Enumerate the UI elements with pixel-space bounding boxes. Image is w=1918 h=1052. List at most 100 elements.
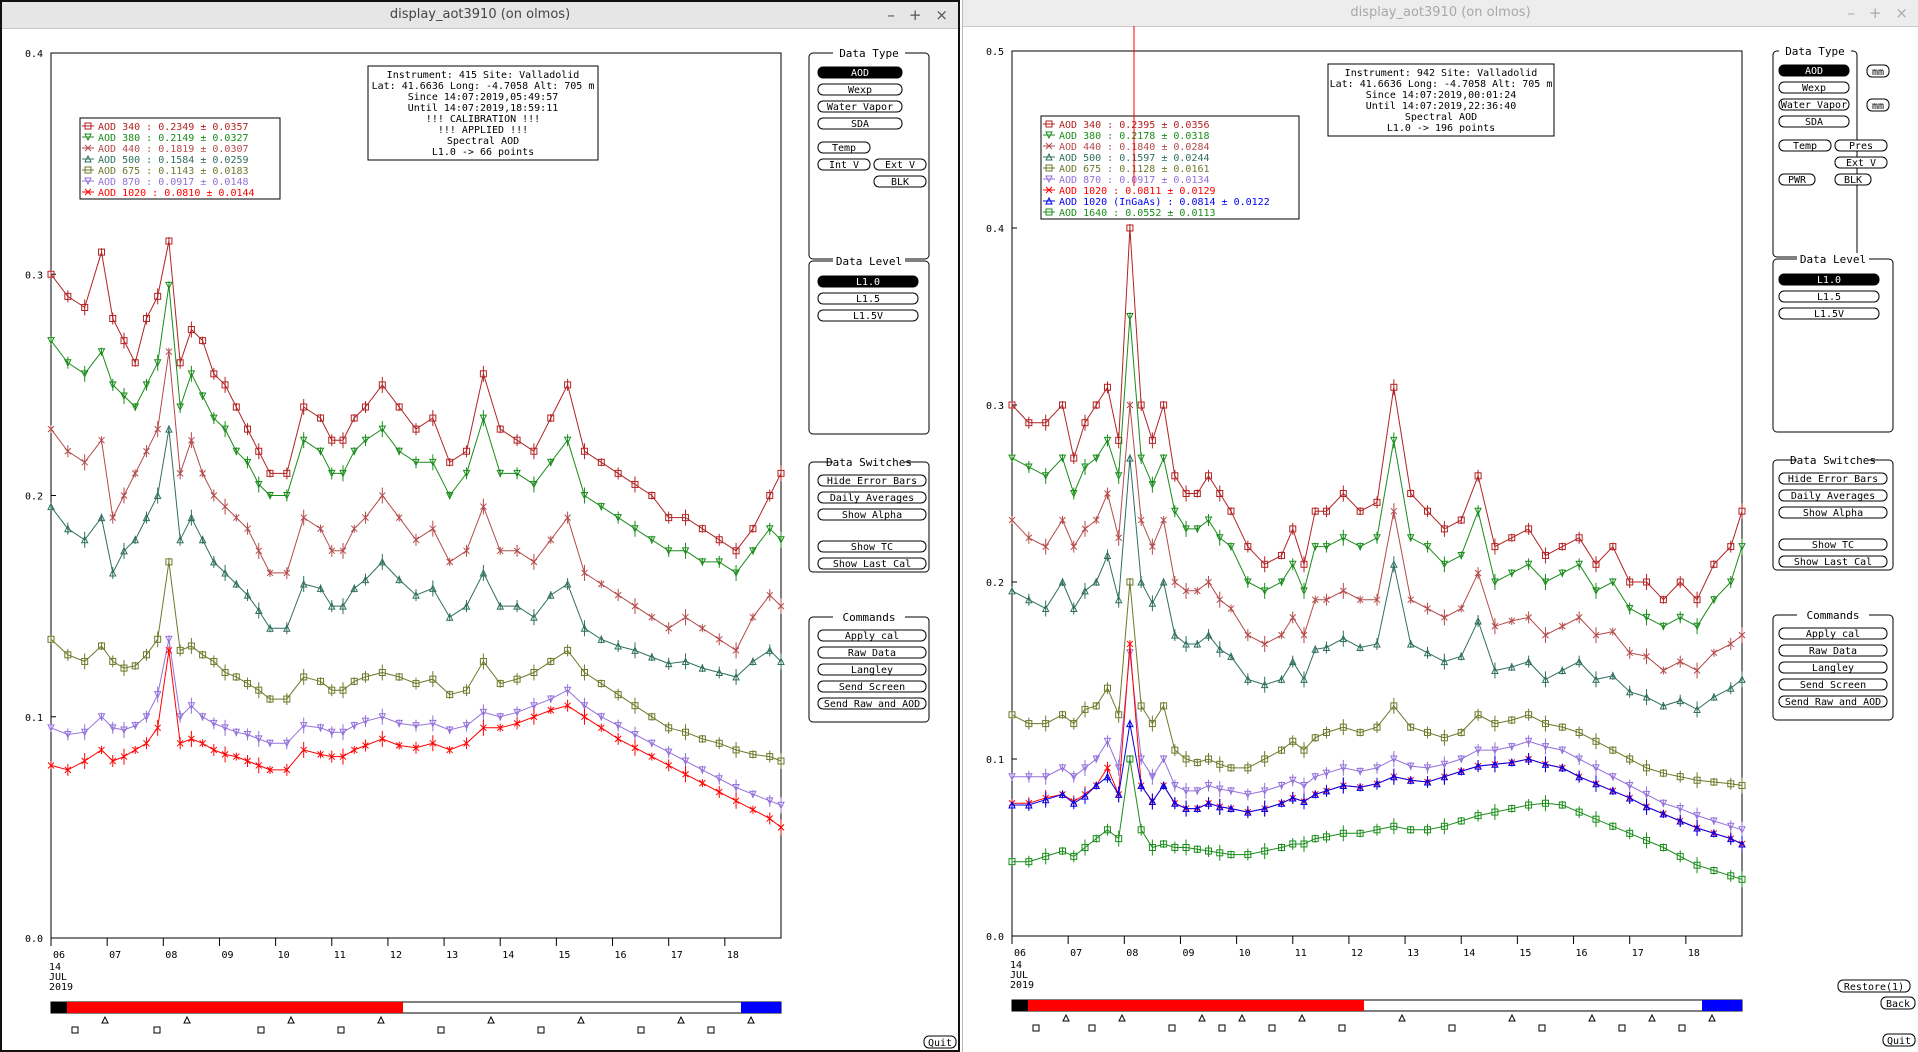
data-switches-button-show-tc[interactable] — [1778, 538, 1888, 551]
commands-button-label[interactable]: Raw Data — [1809, 646, 1857, 657]
data-type-button-aod[interactable] — [1778, 64, 1850, 77]
data-type-button-ext-v[interactable] — [873, 158, 927, 171]
maximize-icon[interactable]: + — [908, 6, 922, 24]
data-switches-button-show-tc[interactable] — [817, 540, 927, 553]
data-type-button-wexp[interactable] — [1778, 81, 1850, 94]
data-switches-button-hide-error-bars[interactable] — [1778, 472, 1888, 485]
maximize-icon[interactable]: + — [1868, 4, 1882, 22]
data-type-button-label[interactable]: SDA — [1805, 117, 1823, 128]
data-type-button-label[interactable]: Wexp — [848, 85, 872, 96]
data-switches-button-label[interactable]: Show TC — [1812, 540, 1854, 551]
data-switches-button-label[interactable]: Hide Error Bars — [827, 476, 917, 487]
data-switches-button-show-alpha[interactable] — [1778, 506, 1888, 519]
data-type-button-sda[interactable] — [1778, 115, 1850, 128]
data-type-button-blk[interactable] — [873, 175, 927, 188]
data-switches-button-show-last-cal[interactable] — [817, 557, 927, 570]
close-icon[interactable]: × — [1895, 4, 1908, 22]
commands-button-raw-data[interactable] — [1778, 644, 1888, 657]
data-type-button-label[interactable]: AOD — [1805, 66, 1823, 77]
data-type-button-ext-v[interactable] — [1834, 156, 1888, 169]
commands-button-apply-cal[interactable] — [1778, 627, 1888, 640]
commands-button-apply-cal[interactable] — [817, 629, 927, 642]
data-type-button-aod[interactable] — [817, 66, 903, 79]
data-switches-button-label[interactable]: Daily Averages — [1791, 491, 1875, 502]
commands-button-label[interactable]: Send Screen — [839, 682, 905, 693]
left-titlebar[interactable]: display_aot3910 (on olmos) – + × — [2, 2, 958, 29]
data-type-button-label[interactable]: Wexp — [1802, 83, 1826, 94]
data-level-button-l1-5v[interactable] — [1778, 307, 1880, 320]
data-type-button-pwr[interactable] — [1778, 173, 1816, 186]
data-type-button-label[interactable]: Int V — [829, 160, 859, 171]
back-button-label[interactable]: Back — [1886, 999, 1910, 1010]
data-type-button-water-vapor[interactable] — [817, 100, 903, 113]
data-type-button-label[interactable]: Temp — [1793, 141, 1817, 152]
data-switches-button-label[interactable]: Show Alpha — [1803, 508, 1863, 519]
data-type-button-label[interactable]: Temp — [832, 143, 856, 154]
mm-button-label[interactable]: mm — [1872, 101, 1884, 112]
close-icon[interactable]: × — [935, 6, 948, 24]
data-type-button-sda[interactable] — [817, 117, 903, 130]
data-type-button-label[interactable]: Water Vapor — [827, 102, 893, 113]
data-switches-button-show-alpha[interactable] — [817, 508, 927, 521]
data-switches-button-label[interactable]: Show Last Cal — [833, 559, 911, 570]
minimize-icon[interactable]: – — [887, 6, 895, 24]
quit-button[interactable] — [1882, 1033, 1916, 1047]
commands-button-langley[interactable] — [817, 663, 927, 676]
data-type-button-label[interactable]: BLK — [891, 177, 909, 188]
data-level-button-label[interactable]: L1.5 — [1817, 292, 1841, 303]
commands-button-label[interactable]: Send Raw and AOD — [824, 699, 920, 710]
quit-button[interactable] — [923, 1035, 957, 1049]
quit-button-label[interactable]: Quit — [928, 1038, 952, 1049]
back-button[interactable] — [1880, 996, 1916, 1010]
mm-button[interactable] — [1866, 98, 1890, 112]
data-switches-button-label[interactable]: Daily Averages — [830, 493, 914, 504]
commands-button-label[interactable]: Apply cal — [845, 631, 899, 642]
data-type-button-wexp[interactable] — [817, 83, 903, 96]
data-type-button-blk[interactable] — [1834, 173, 1872, 186]
right-titlebar[interactable]: display_aot3910 (on olmos) – + × — [963, 0, 1918, 27]
data-switches-button-daily-averages[interactable] — [1778, 489, 1888, 502]
commands-button-send-screen[interactable] — [817, 680, 927, 693]
commands-button-langley[interactable] — [1778, 661, 1888, 674]
data-type-button-label[interactable]: Pres — [1849, 141, 1873, 152]
mm-button[interactable] — [1866, 64, 1890, 78]
data-type-button-int-v[interactable] — [817, 158, 871, 171]
data-level-button-label[interactable]: L1.0 — [1817, 275, 1841, 286]
commands-button-send-raw-and-aod[interactable] — [817, 697, 927, 710]
data-switches-button-label[interactable]: Show Last Cal — [1794, 557, 1872, 568]
data-type-button-label[interactable]: AOD — [851, 68, 869, 79]
data-type-button-label[interactable]: SDA — [851, 119, 869, 130]
commands-button-label[interactable]: Raw Data — [848, 648, 896, 659]
data-type-button-temp[interactable] — [817, 141, 871, 154]
data-level-button-l1-5v[interactable] — [817, 309, 919, 322]
data-type-button-water-vapor[interactable] — [1778, 98, 1850, 111]
data-type-button-pres[interactable] — [1834, 139, 1888, 152]
restore-button-label[interactable]: Restore(1) — [1844, 982, 1904, 993]
commands-button-send-screen[interactable] — [1778, 678, 1888, 691]
minimize-icon[interactable]: – — [1847, 4, 1855, 22]
commands-button-label[interactable]: Langley — [1812, 663, 1854, 674]
data-level-button-l1-5[interactable] — [1778, 290, 1880, 303]
data-level-button-l1-0[interactable] — [817, 275, 919, 288]
data-level-button-label[interactable]: L1.5 — [856, 294, 880, 305]
data-type-button-label[interactable]: BLK — [1844, 175, 1862, 186]
data-level-button-label[interactable]: L1.5V — [1814, 309, 1844, 320]
mm-button-label[interactable]: mm — [1872, 67, 1884, 78]
restore-button[interactable] — [1837, 979, 1911, 993]
commands-button-raw-data[interactable] — [817, 646, 927, 659]
data-switches-button-label[interactable]: Show TC — [851, 542, 893, 553]
commands-button-label[interactable]: Send Screen — [1800, 680, 1866, 691]
data-type-button-label[interactable]: Ext V — [1846, 158, 1876, 169]
data-type-button-label[interactable]: Ext V — [885, 160, 915, 171]
commands-button-label[interactable]: Apply cal — [1806, 629, 1860, 640]
data-switches-button-show-last-cal[interactable] — [1778, 555, 1888, 568]
data-type-button-label[interactable]: PWR — [1788, 175, 1807, 186]
data-level-button-l1-5[interactable] — [817, 292, 919, 305]
data-switches-button-daily-averages[interactable] — [817, 491, 927, 504]
quit-button-label[interactable]: Quit — [1887, 1036, 1911, 1047]
data-switches-button-label[interactable]: Hide Error Bars — [1788, 474, 1878, 485]
commands-button-send-raw-and-aod[interactable] — [1778, 695, 1888, 708]
data-level-button-l1-0[interactable] — [1778, 273, 1880, 286]
data-level-button-label[interactable]: L1.0 — [856, 277, 880, 288]
data-switches-button-label[interactable]: Show Alpha — [842, 510, 902, 521]
